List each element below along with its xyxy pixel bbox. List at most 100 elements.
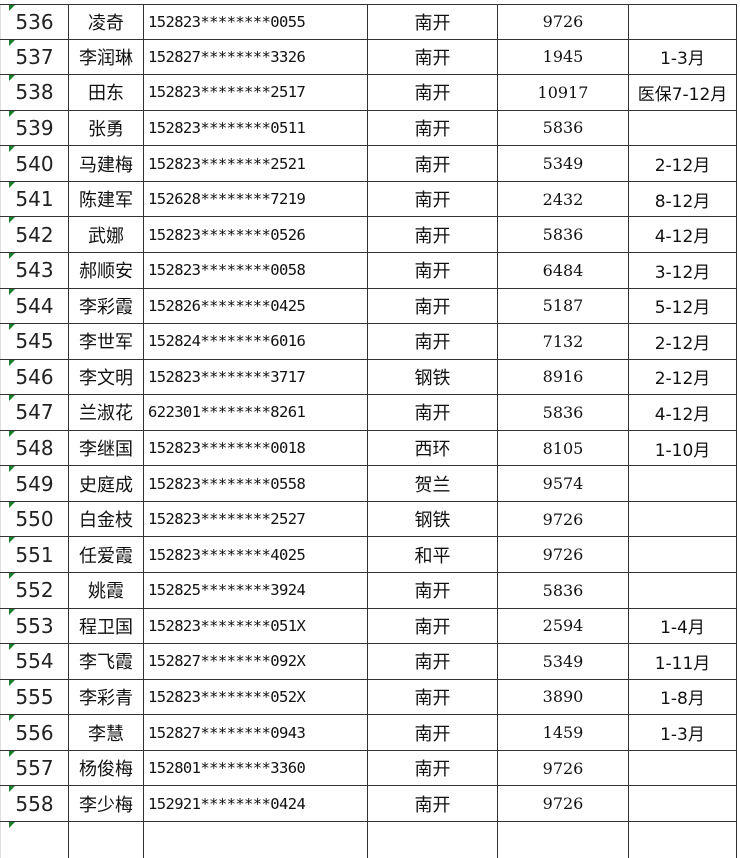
id-number-cell[interactable]: 152823********3717 [143, 359, 367, 395]
id-number-cell[interactable]: 152823********2521 [143, 146, 367, 181]
district-cell[interactable]: 南开 [367, 644, 497, 679]
amount-cell[interactable]: 9726 [497, 786, 628, 821]
note-cell[interactable] [628, 537, 737, 572]
id-number-cell[interactable]: 152823********051X [143, 608, 367, 644]
id-number-cell[interactable]: 152826********0425 [143, 288, 367, 324]
row-number-cell[interactable]: 558 [0, 786, 68, 821]
amount-cell[interactable]: 5187 [497, 288, 628, 324]
id-number-cell[interactable] [143, 821, 367, 858]
district-cell[interactable]: 钢铁 [367, 501, 497, 537]
amount-cell[interactable]: 5836 [497, 110, 628, 146]
name-cell[interactable]: 马建梅 [68, 146, 143, 181]
district-cell[interactable]: 南开 [367, 146, 497, 181]
amount-cell[interactable]: 1945 [497, 39, 628, 75]
id-number-cell[interactable]: 152921********0424 [143, 786, 367, 821]
amount-cell[interactable]: 9726 [497, 5, 628, 39]
district-cell[interactable]: 西环 [367, 430, 497, 466]
note-cell[interactable]: 1-3月 [628, 39, 737, 75]
amount-cell[interactable]: 9726 [497, 750, 628, 786]
amount-cell[interactable]: 9574 [497, 466, 628, 501]
amount-cell[interactable]: 2432 [497, 181, 628, 217]
district-cell[interactable]: 南开 [367, 679, 497, 715]
note-cell[interactable]: 医保7-12月 [628, 75, 737, 110]
name-cell[interactable]: 郝顺安 [68, 252, 143, 288]
district-cell[interactable]: 和平 [367, 537, 497, 572]
name-cell[interactable]: 任爱霞 [68, 537, 143, 572]
note-cell[interactable] [628, 573, 737, 608]
id-number-cell[interactable]: 152823********0058 [143, 252, 367, 288]
amount-cell[interactable]: 5349 [497, 644, 628, 679]
district-cell[interactable]: 南开 [367, 324, 497, 359]
note-cell[interactable] [628, 501, 737, 537]
row-number-cell[interactable]: 550 [0, 501, 68, 537]
note-cell[interactable] [628, 466, 737, 501]
amount-cell[interactable]: 8916 [497, 359, 628, 395]
name-cell[interactable]: 陈建军 [68, 181, 143, 217]
row-number-cell[interactable]: 548 [0, 430, 68, 466]
id-number-cell[interactable]: 152827********0943 [143, 715, 367, 750]
id-number-cell[interactable]: 152823********0558 [143, 466, 367, 501]
name-cell[interactable]: 李继国 [68, 430, 143, 466]
row-number-cell[interactable]: 551 [0, 537, 68, 572]
note-cell[interactable]: 2-12月 [628, 146, 737, 181]
amount-cell[interactable]: 6484 [497, 252, 628, 288]
id-number-cell[interactable]: 152827********3326 [143, 39, 367, 75]
row-number-cell[interactable]: 537 [0, 39, 68, 75]
amount-cell[interactable]: 7132 [497, 324, 628, 359]
note-cell[interactable]: 4-12月 [628, 217, 737, 252]
district-cell[interactable]: 南开 [367, 573, 497, 608]
note-cell[interactable]: 8-12月 [628, 181, 737, 217]
name-cell[interactable]: 李彩霞 [68, 288, 143, 324]
id-number-cell[interactable]: 152823********052X [143, 679, 367, 715]
note-cell[interactable]: 5-12月 [628, 288, 737, 324]
id-number-cell[interactable]: 152823********0511 [143, 110, 367, 146]
name-cell[interactable]: 李世军 [68, 324, 143, 359]
note-cell[interactable]: 1-4月 [628, 608, 737, 644]
row-number-cell[interactable]: 543 [0, 252, 68, 288]
name-cell[interactable]: 李飞霞 [68, 644, 143, 679]
note-cell[interactable]: 1-11月 [628, 644, 737, 679]
amount-cell[interactable]: 9726 [497, 537, 628, 572]
row-number-cell[interactable]: 549 [0, 466, 68, 501]
district-cell[interactable] [367, 821, 497, 858]
name-cell[interactable]: 程卫国 [68, 608, 143, 644]
row-number-cell[interactable]: 538 [0, 75, 68, 110]
district-cell[interactable]: 南开 [367, 39, 497, 75]
id-number-cell[interactable]: 152823********2517 [143, 75, 367, 110]
amount-cell[interactable]: 9726 [497, 501, 628, 537]
name-cell[interactable]: 张勇 [68, 110, 143, 146]
row-number-cell[interactable]: 546 [0, 359, 68, 395]
row-number-cell[interactable]: 557 [0, 750, 68, 786]
name-cell[interactable] [68, 821, 143, 858]
note-cell[interactable] [628, 821, 737, 858]
district-cell[interactable]: 南开 [367, 715, 497, 750]
amount-cell[interactable]: 8105 [497, 430, 628, 466]
name-cell[interactable]: 李彩青 [68, 679, 143, 715]
row-number-cell[interactable]: 544 [0, 288, 68, 324]
id-number-cell[interactable]: 152628********7219 [143, 181, 367, 217]
name-cell[interactable]: 李文明 [68, 359, 143, 395]
district-cell[interactable]: 南开 [367, 608, 497, 644]
name-cell[interactable]: 田东 [68, 75, 143, 110]
id-number-cell[interactable]: 152827********092X [143, 644, 367, 679]
name-cell[interactable]: 李润琳 [68, 39, 143, 75]
amount-cell[interactable]: 5349 [497, 146, 628, 181]
note-cell[interactable] [628, 750, 737, 786]
name-cell[interactable]: 李少梅 [68, 786, 143, 821]
district-cell[interactable]: 南开 [367, 750, 497, 786]
row-number-cell[interactable]: 556 [0, 715, 68, 750]
name-cell[interactable]: 杨俊梅 [68, 750, 143, 786]
district-cell[interactable]: 南开 [367, 288, 497, 324]
amount-cell[interactable]: 5836 [497, 573, 628, 608]
note-cell[interactable]: 1-3月 [628, 715, 737, 750]
note-cell[interactable]: 2-12月 [628, 359, 737, 395]
district-cell[interactable]: 南开 [367, 252, 497, 288]
name-cell[interactable]: 白金枝 [68, 501, 143, 537]
id-number-cell[interactable]: 152801********3360 [143, 750, 367, 786]
row-number-cell[interactable]: 547 [0, 395, 68, 430]
amount-cell[interactable]: 1459 [497, 715, 628, 750]
district-cell[interactable]: 南开 [367, 75, 497, 110]
district-cell[interactable]: 南开 [367, 110, 497, 146]
note-cell[interactable] [628, 786, 737, 821]
amount-cell[interactable]: 10917 [497, 75, 628, 110]
